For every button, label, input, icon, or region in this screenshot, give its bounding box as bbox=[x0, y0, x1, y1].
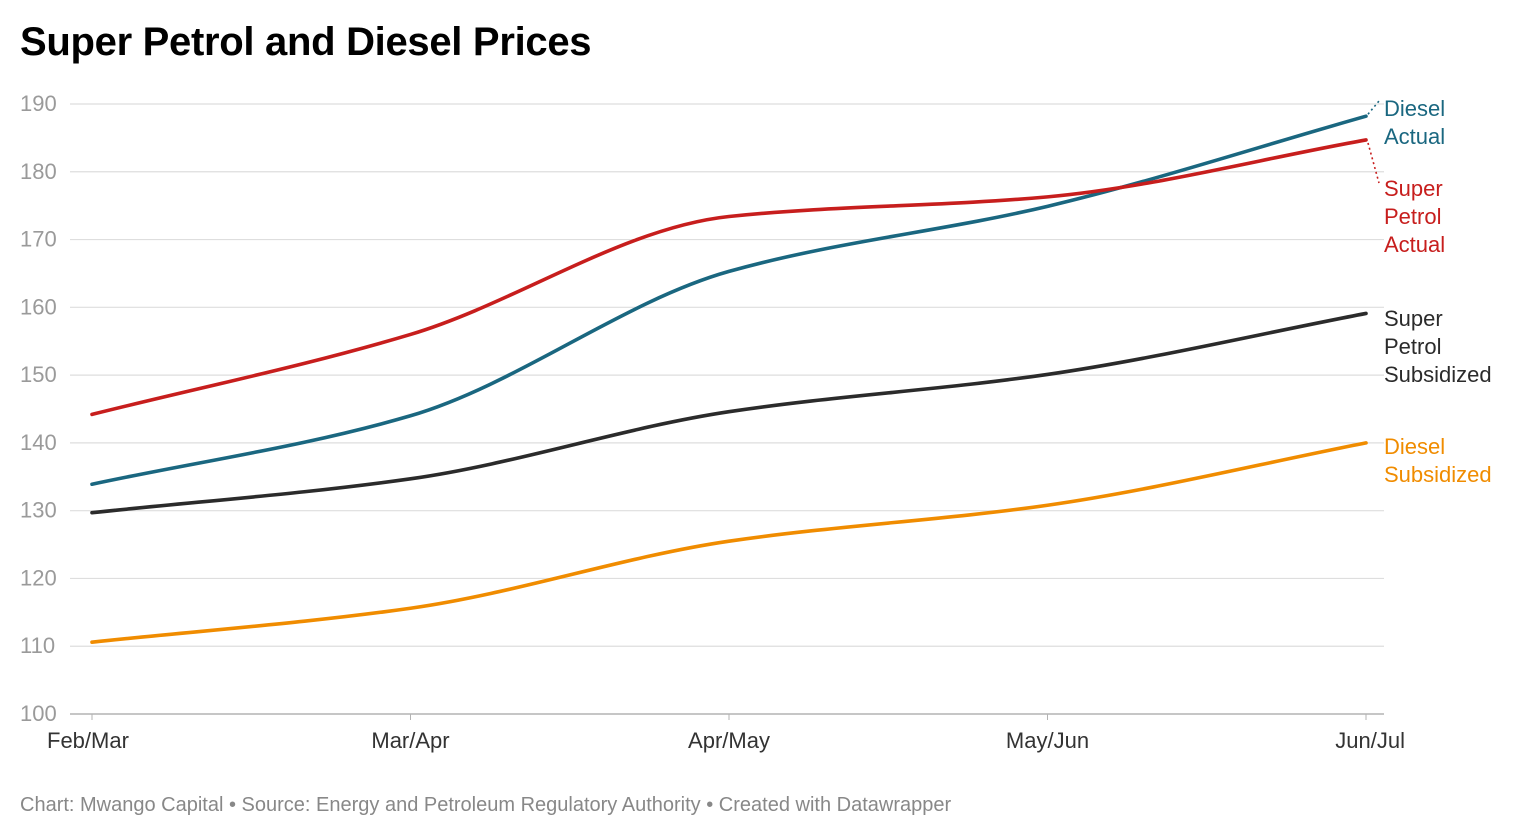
y-tick-label: 160 bbox=[20, 294, 57, 319]
series-label-line: Subsidized bbox=[1384, 462, 1492, 487]
y-tick-label: 190 bbox=[20, 91, 57, 116]
x-tick-label: May/Jun bbox=[1006, 728, 1089, 753]
series-labels: Diesel Actual Super Petrol Actual Super Petrol… bbox=[1367, 96, 1492, 487]
series-label-line: Actual bbox=[1384, 232, 1445, 257]
series-label-line: Super bbox=[1384, 176, 1443, 201]
y-tick-label: 120 bbox=[20, 565, 57, 590]
line-petrol-actual bbox=[90, 138, 1368, 417]
y-tick-label: 110 bbox=[20, 633, 55, 658]
y-tick-label: 140 bbox=[20, 430, 57, 455]
x-tick-label: Feb/Mar bbox=[47, 728, 129, 753]
y-tick-label: 170 bbox=[20, 227, 57, 252]
y-tick-label: 100 bbox=[20, 701, 57, 726]
series-label-line: Super bbox=[1384, 306, 1443, 331]
line-diesel-subsidized bbox=[90, 441, 1368, 644]
label-petrol-actual: Super Petrol Actual bbox=[1384, 176, 1445, 257]
chart-title: Super Petrol and Diesel Prices bbox=[20, 20, 592, 64]
x-tick-label: Jun/Jul bbox=[1335, 728, 1405, 753]
series-label-line: Petrol bbox=[1384, 204, 1441, 229]
series-label-line: Subsidized bbox=[1384, 362, 1492, 387]
grid-lines bbox=[70, 103, 1384, 715]
y-axis-ticks: 100 110 120 130 140 150 160 170 180 190 bbox=[20, 91, 57, 726]
x-tick-label: Apr/May bbox=[688, 728, 770, 753]
y-tick-label: 150 bbox=[20, 362, 57, 387]
line-diesel-actual bbox=[90, 114, 1368, 487]
series-lines bbox=[90, 114, 1368, 644]
connector-petrol-actual bbox=[1367, 142, 1380, 184]
line-petrol-subsidized bbox=[90, 311, 1368, 515]
x-axis-ticks: Feb/Mar Mar/Apr Apr/May May/Jun Jun/Jul bbox=[47, 714, 1405, 753]
x-tick-label: Mar/Apr bbox=[371, 728, 449, 753]
series-label-line: Petrol bbox=[1384, 334, 1441, 359]
chart-footer: Chart: Mwango Capital • Source: Energy a… bbox=[20, 794, 952, 816]
series-label-line: Diesel bbox=[1384, 96, 1445, 121]
y-tick-label: 180 bbox=[20, 159, 57, 184]
series-label-line: Actual bbox=[1384, 124, 1445, 149]
label-petrol-subsidized: Super Petrol Subsidized bbox=[1384, 306, 1492, 387]
y-tick-label: 130 bbox=[20, 498, 57, 523]
connector-diesel-actual bbox=[1367, 100, 1380, 115]
series-label-line: Diesel bbox=[1384, 434, 1445, 459]
label-diesel-actual: Diesel Actual bbox=[1384, 96, 1445, 149]
label-diesel-subsidized: Diesel Subsidized bbox=[1384, 434, 1492, 487]
